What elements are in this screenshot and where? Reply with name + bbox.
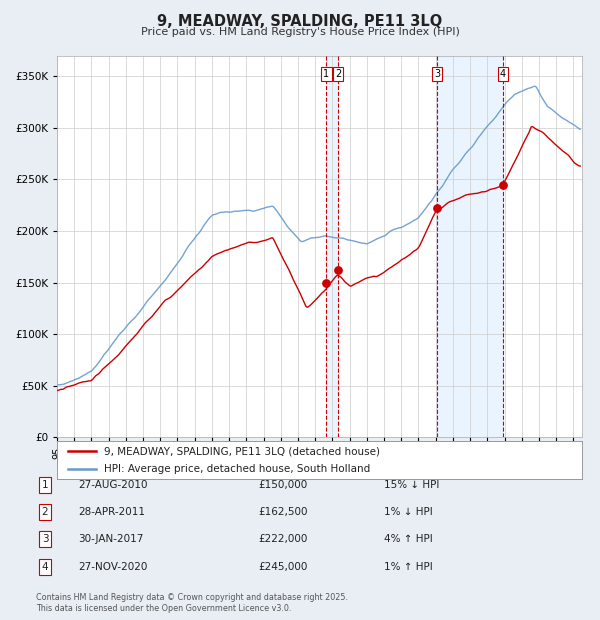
Point <box>432 203 442 213</box>
Point <box>333 265 343 275</box>
Text: 1% ↓ HPI: 1% ↓ HPI <box>384 507 433 517</box>
Text: 3: 3 <box>41 534 49 544</box>
Text: 2: 2 <box>335 69 341 79</box>
Text: 4% ↑ HPI: 4% ↑ HPI <box>384 534 433 544</box>
Text: £245,000: £245,000 <box>258 562 307 572</box>
Text: 1: 1 <box>323 69 329 79</box>
Text: 9, MEADWAY, SPALDING, PE11 3LQ: 9, MEADWAY, SPALDING, PE11 3LQ <box>157 14 443 29</box>
Text: HPI: Average price, detached house, South Holland: HPI: Average price, detached house, Sout… <box>104 464 371 474</box>
Text: 9, MEADWAY, SPALDING, PE11 3LQ (detached house): 9, MEADWAY, SPALDING, PE11 3LQ (detached… <box>104 446 380 456</box>
Text: 27-NOV-2020: 27-NOV-2020 <box>78 562 148 572</box>
Text: 1% ↑ HPI: 1% ↑ HPI <box>384 562 433 572</box>
Text: £150,000: £150,000 <box>258 480 307 490</box>
Bar <box>437 56 503 437</box>
Text: Price paid vs. HM Land Registry's House Price Index (HPI): Price paid vs. HM Land Registry's House … <box>140 27 460 37</box>
Text: 4: 4 <box>500 69 506 79</box>
Text: 2: 2 <box>41 507 49 517</box>
Text: 3: 3 <box>434 69 440 79</box>
Text: 30-JAN-2017: 30-JAN-2017 <box>78 534 143 544</box>
Point <box>322 278 331 288</box>
Text: 27-AUG-2010: 27-AUG-2010 <box>78 480 148 490</box>
Point <box>498 180 508 190</box>
Text: £222,000: £222,000 <box>258 534 307 544</box>
Text: 15% ↓ HPI: 15% ↓ HPI <box>384 480 439 490</box>
Text: 1: 1 <box>41 480 49 490</box>
Text: £162,500: £162,500 <box>258 507 308 517</box>
Text: Contains HM Land Registry data © Crown copyright and database right 2025.
This d: Contains HM Land Registry data © Crown c… <box>36 593 348 613</box>
Text: 4: 4 <box>41 562 49 572</box>
Bar <box>326 56 338 437</box>
Text: 28-APR-2011: 28-APR-2011 <box>78 507 145 517</box>
